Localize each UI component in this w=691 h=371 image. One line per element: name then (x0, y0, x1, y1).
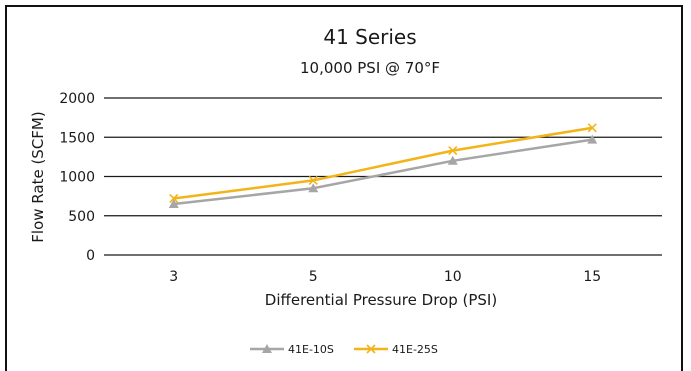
x-axis-label: Differential Pressure Drop (PSI) (265, 291, 497, 309)
chart-title: 41 Series (323, 25, 416, 49)
x-tick-label: 5 (309, 269, 318, 285)
x-tick-label: 10 (444, 269, 462, 285)
data-point (308, 175, 318, 185)
series-line (173, 138, 593, 206)
legend-marker (366, 344, 376, 354)
series-line (173, 126, 593, 200)
data-point (587, 134, 598, 144)
data-point (448, 146, 458, 156)
legend-label: 41E-10S (288, 343, 334, 356)
data-point (169, 193, 179, 204)
x-tick-labels: 3 5 10 15 (169, 269, 601, 285)
data-point (447, 155, 458, 165)
data-point (587, 123, 597, 133)
y-tick-label: 1500 (59, 130, 95, 146)
y-tick-label: 500 (68, 209, 95, 225)
y-tick-label: 1000 (59, 170, 95, 186)
y-axis-label: Flow Rate (SCFM) (29, 111, 47, 242)
y-tick-labels: 0 500 1000 1500 2000 (59, 91, 95, 264)
x-tick-label: 15 (583, 269, 601, 285)
x-tick-label: 3 (169, 269, 178, 285)
grid-lines (104, 97, 662, 256)
data-point (168, 198, 179, 208)
legend-marker (262, 344, 272, 353)
legend: 41E-10S 41E-25S (250, 343, 438, 356)
y-tick-label: 0 (86, 248, 95, 264)
data-point (308, 183, 319, 193)
legend-label: 41E-25S (392, 343, 438, 356)
chart-subtitle: 10,000 PSI @ 70°F (300, 59, 440, 77)
y-tick-label: 2000 (59, 91, 95, 107)
chart-frame (5, 5, 683, 371)
series-group (168, 123, 598, 208)
